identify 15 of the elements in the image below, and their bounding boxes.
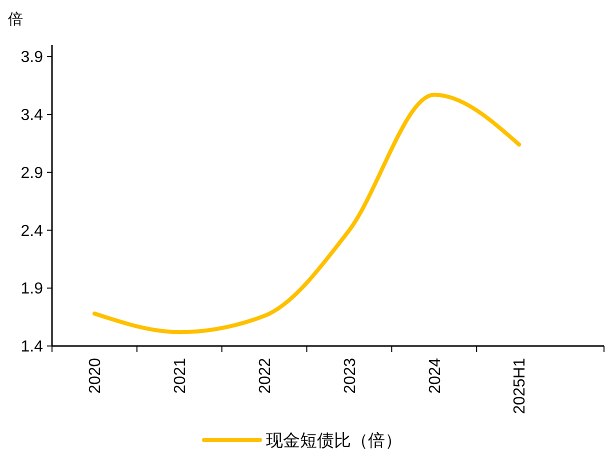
y-axis-title: 倍 [8, 11, 23, 28]
line-series [92, 92, 522, 334]
x-tick-label: 2022 [256, 358, 274, 394]
x-tick-label: 2025H1 [512, 358, 529, 414]
y-tick-label: 1.4 [20, 338, 44, 356]
x-tick-label: 2023 [342, 358, 359, 394]
x-tick-label: 2020 [87, 358, 104, 394]
x-tick-label: 2021 [172, 358, 189, 394]
y-tick-label: 3.9 [20, 49, 44, 66]
y-tick-label: 2.4 [20, 222, 44, 240]
legend-label: 现金短债比（倍） [266, 430, 402, 450]
y-tick-label: 1.9 [20, 280, 44, 298]
y-tick-label: 3.4 [20, 107, 44, 124]
y-tick-label: 2.9 [20, 164, 44, 182]
x-tick-label: 2024 [426, 358, 444, 394]
